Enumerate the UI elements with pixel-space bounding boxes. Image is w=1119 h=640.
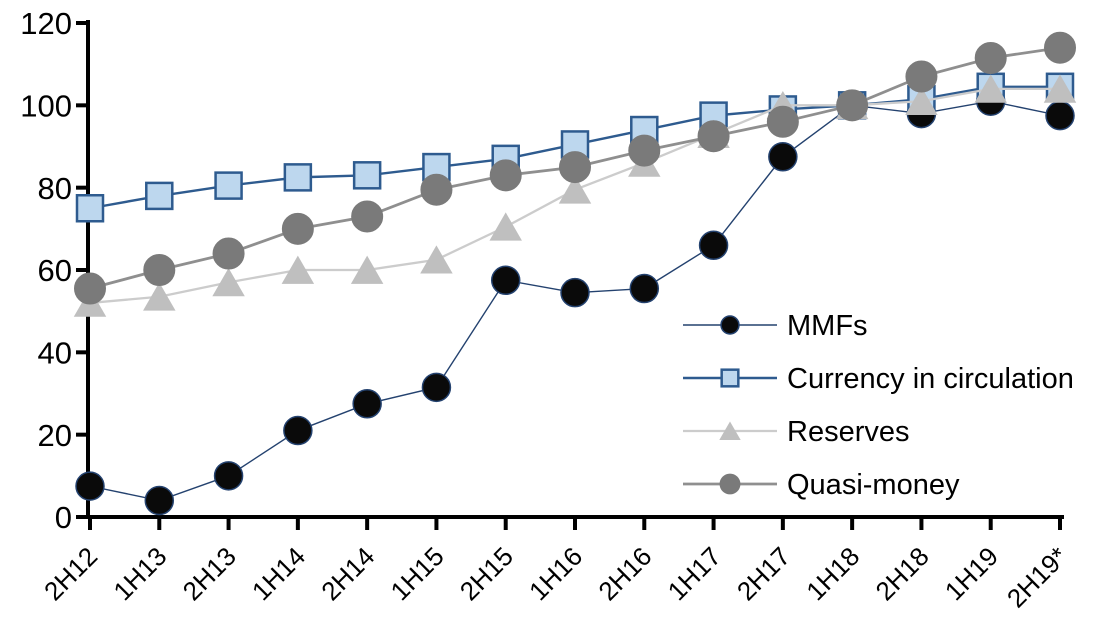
data-point-marker — [421, 372, 452, 403]
data-point-marker — [766, 105, 799, 138]
y-axis-label: 60 — [38, 253, 72, 288]
x-axis-label: 1H14 — [246, 541, 311, 606]
data-point-marker — [283, 415, 313, 446]
data-point-marker — [214, 171, 243, 200]
x-axis-label: 1H13 — [107, 541, 172, 606]
data-point-marker — [144, 485, 175, 516]
legend-marker — [720, 315, 740, 335]
data-point-marker — [905, 86, 938, 116]
legend-label: Currency in circulation — [787, 363, 1074, 395]
data-point-marker — [836, 89, 869, 122]
legend-label: Quasi-money — [787, 469, 960, 501]
data-point-marker — [558, 175, 592, 204]
x-axis-label: 1H18 — [800, 541, 865, 606]
x-axis-label: 1H19 — [939, 541, 1004, 606]
data-point-marker — [974, 41, 1007, 74]
y-axis-label: 80 — [38, 171, 72, 206]
x-axis-label: 2H13 — [177, 541, 242, 606]
data-point-marker — [281, 212, 314, 245]
data-point-marker — [420, 245, 453, 274]
data-point-marker — [420, 173, 453, 206]
data-point-marker — [212, 268, 245, 297]
x-axis-label: 1H17 — [662, 541, 727, 606]
data-point-marker — [629, 273, 660, 304]
data-point-marker — [352, 389, 382, 419]
y-axis-label: 0 — [55, 500, 72, 535]
legend-label: Reserves — [787, 416, 910, 448]
data-point-marker — [281, 255, 315, 284]
data-point-marker — [283, 163, 313, 192]
data-point-marker — [560, 277, 590, 308]
y-axis-label: 100 — [20, 88, 72, 123]
x-axis-label: 1H15 — [385, 541, 450, 606]
x-axis-label: 2H18 — [870, 541, 935, 606]
data-point-marker — [489, 159, 522, 192]
data-point-marker — [143, 282, 176, 311]
legend-marker — [720, 368, 740, 388]
data-point-marker — [489, 212, 522, 241]
data-point-marker — [559, 151, 591, 184]
x-axis-label: 2H14 — [315, 541, 380, 606]
legend-marker — [719, 473, 741, 495]
data-point-marker — [75, 471, 105, 501]
legend-marker — [719, 421, 741, 441]
data-point-marker — [697, 120, 730, 153]
y-axis-label: 120 — [20, 6, 72, 41]
x-axis-label: 2H16 — [592, 541, 657, 606]
data-point-marker — [352, 161, 382, 190]
x-axis-label: 1H16 — [523, 541, 588, 606]
x-axis-label: 2H17 — [731, 541, 796, 606]
data-point-marker — [350, 255, 384, 284]
data-point-marker — [75, 194, 105, 223]
data-point-marker — [1044, 31, 1076, 64]
y-axis-label: 20 — [38, 418, 72, 453]
data-point-marker — [351, 200, 384, 233]
data-point-marker — [1043, 74, 1077, 103]
legend-label: MMFs — [787, 310, 868, 342]
data-point-marker — [1045, 100, 1075, 131]
data-point-marker — [143, 254, 176, 286]
data-point-marker — [768, 142, 798, 172]
data-point-marker — [628, 134, 661, 167]
data-point-marker — [213, 461, 244, 491]
data-point-marker — [490, 265, 521, 296]
x-axis-label: 2H12 — [38, 541, 103, 606]
data-point-marker — [212, 237, 245, 270]
data-point-marker — [145, 181, 174, 211]
data-point-marker — [698, 230, 729, 261]
x-axis-label: 2H15 — [454, 541, 519, 606]
x-axis-label: 2H19* — [1001, 541, 1073, 613]
data-point-marker — [74, 272, 106, 305]
data-point-marker — [905, 60, 938, 93]
y-axis-label: 40 — [38, 335, 72, 370]
data-point-marker — [974, 74, 1007, 103]
